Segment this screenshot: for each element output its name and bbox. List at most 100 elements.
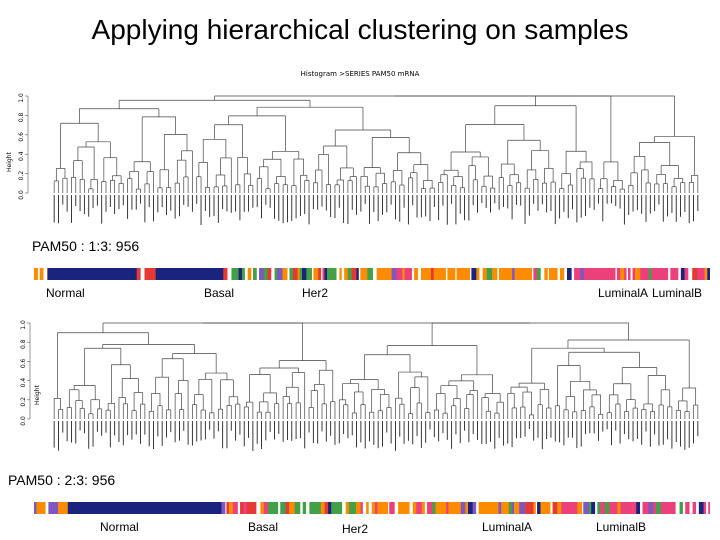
class-color-segment [586, 268, 594, 280]
class-color-segment [544, 502, 551, 514]
class-color-gap [342, 502, 346, 514]
y-tick-label: 0.4 [18, 151, 25, 161]
class-color-segment [460, 502, 466, 514]
class-color-segment [451, 502, 457, 514]
class-color-segment [703, 502, 707, 514]
y-tick-label: 0.8 [20, 339, 27, 349]
class-color-gap [409, 502, 413, 514]
class-color-segment [504, 268, 508, 280]
class-color-segment [680, 268, 685, 280]
bottom-label-luminala: LuminalA [482, 520, 533, 534]
class-color-segment [315, 502, 319, 514]
class-color-segment [263, 268, 268, 280]
class-color-segment [567, 268, 572, 280]
class-color-segment [651, 268, 658, 280]
class-color-segment [231, 268, 236, 280]
class-color-gap [675, 502, 680, 514]
class-color-segment [501, 268, 505, 280]
class-color-segment [552, 268, 558, 280]
class-color-segment [472, 502, 477, 514]
class-color-segment [155, 268, 224, 280]
top-label-luminalb: LuminalB [652, 286, 703, 300]
class-color-segment [557, 502, 562, 514]
class-color-segment [606, 268, 612, 280]
class-color-segment [36, 502, 42, 514]
class-color-gap [411, 268, 415, 280]
class-color-segment [467, 268, 471, 280]
class-color-gap [470, 268, 472, 280]
slide-title: Applying hierarchical clustering on samp… [91, 14, 629, 45]
class-color-segment [628, 502, 633, 514]
y-tick-label: 1.0 [20, 320, 27, 330]
class-color-segment [461, 268, 468, 280]
class-color-segment [339, 268, 343, 280]
class-color-segment [363, 268, 368, 280]
class-color-segment [653, 502, 657, 514]
class-color-segment [592, 268, 599, 280]
class-color-segment [282, 268, 288, 280]
class-color-gap [497, 268, 499, 280]
class-color-segment [270, 502, 274, 514]
bottom-label-luminalb: LuminalB [596, 520, 647, 534]
class-color-segment [492, 268, 498, 280]
class-color-segment [333, 268, 337, 280]
class-color-gap [251, 268, 253, 280]
class-color-segment [380, 502, 384, 514]
class-color-gap [476, 502, 479, 514]
class-color-segment [679, 502, 684, 514]
class-color-segment [430, 268, 434, 280]
class-color-segment [577, 268, 581, 280]
class-color-gap [372, 268, 377, 280]
class-color-segment [391, 268, 397, 280]
class-color-gap [445, 268, 448, 280]
class-color-gap [689, 502, 693, 514]
class-color-gap [595, 502, 598, 514]
class-color-segment [670, 268, 674, 280]
class-color-segment [327, 268, 332, 280]
class-color-segment [537, 502, 541, 514]
class-color-segment [302, 268, 307, 280]
class-color-segment [642, 502, 649, 514]
class-color-segment [285, 502, 290, 514]
class-color-segment [136, 268, 141, 280]
class-color-segment [259, 268, 265, 280]
class-color-segment [664, 502, 670, 514]
class-color-segment [366, 502, 370, 514]
class-color-segment [620, 502, 626, 514]
class-color-gap [640, 502, 643, 514]
class-color-gap [479, 268, 483, 280]
class-color-segment [267, 502, 271, 514]
class-color-segment [39, 268, 44, 280]
class-color-segment [360, 502, 364, 514]
class-color-segment [435, 502, 441, 514]
class-color-gap [368, 502, 372, 514]
class-color-segment [636, 502, 641, 514]
top-dendrogram-plot: 0.0 0.2 0.4 0.6 0.8 1.0 [18, 93, 699, 225]
class-color-segment [548, 268, 553, 280]
class-color-segment [544, 268, 549, 280]
class-color-gap [45, 502, 49, 514]
class-color-segment [383, 502, 387, 514]
class-color-segment [34, 502, 37, 514]
class-color-segment [226, 502, 230, 514]
class-color-gap [256, 268, 260, 280]
class-color-segment [50, 502, 54, 514]
class-color-segment [451, 268, 456, 280]
class-color-segment [624, 502, 629, 514]
class-color-gap [582, 502, 584, 514]
bottom-label-basal: Basal [248, 520, 279, 534]
class-color-gap [256, 502, 261, 514]
class-color-segment [559, 268, 562, 280]
class-color-segment [485, 502, 490, 514]
class-color-segment [47, 268, 48, 280]
class-color-segment [405, 502, 410, 514]
class-color-segment [517, 268, 523, 280]
class-color-gap [311, 268, 314, 280]
class-color-segment [624, 268, 627, 280]
class-color-segment [591, 502, 596, 514]
y-tick-label: 0.2 [20, 397, 27, 407]
class-color-segment [274, 268, 278, 280]
class-color-segment [360, 268, 364, 280]
class-color-segment [351, 268, 357, 280]
bottom-dendrogram-plot: 0.0 0.2 0.4 0.6 0.8 1.0 [20, 320, 699, 451]
